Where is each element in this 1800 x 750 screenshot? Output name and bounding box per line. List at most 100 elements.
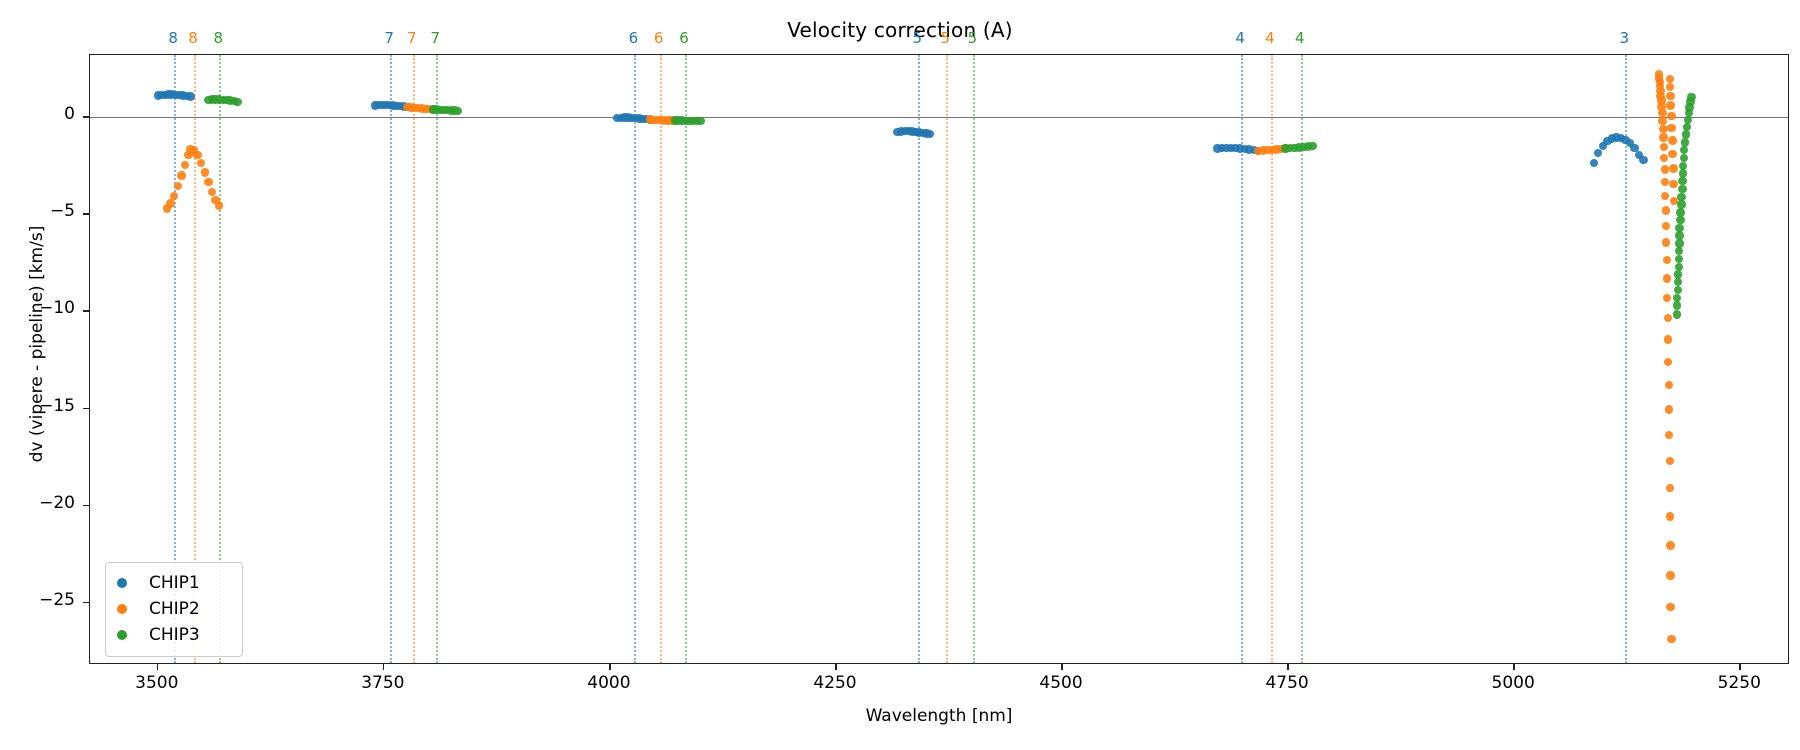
data-point	[1598, 141, 1607, 151]
data-point	[1661, 221, 1671, 231]
data-point	[1681, 130, 1691, 139]
legend-item-chip3[interactable]: CHIP3	[117, 622, 233, 648]
data-point	[1660, 153, 1669, 163]
data-point	[162, 204, 172, 213]
data-point	[1683, 115, 1692, 125]
x-tick-mark	[835, 664, 837, 670]
data-point	[1661, 191, 1670, 201]
order-marker-line	[659, 55, 662, 663]
legend-item-label: CHIP3	[149, 624, 200, 645]
data-point	[1668, 149, 1677, 159]
data-point	[1673, 285, 1683, 295]
data-point	[1661, 206, 1671, 215]
order-marker-label: 4	[1235, 29, 1245, 47]
order-marker-line	[946, 55, 949, 663]
data-point	[1673, 270, 1683, 279]
data-point	[233, 97, 242, 106]
data-point	[1682, 122, 1692, 132]
data-point	[1276, 144, 1286, 154]
data-point	[1240, 144, 1249, 154]
order-marker-line	[390, 55, 393, 663]
data-point	[1680, 138, 1690, 147]
order-marker-label: 7	[430, 29, 441, 47]
data-point	[1290, 143, 1299, 153]
data-point	[1662, 274, 1672, 283]
order-marker-label: 4	[1265, 29, 1275, 47]
data-point	[1676, 215, 1685, 225]
legend-item-chip2[interactable]: CHIP2	[117, 596, 233, 622]
order-marker-line	[219, 55, 222, 663]
data-point	[1258, 146, 1267, 155]
data-point	[1659, 133, 1668, 142]
data-point	[1665, 82, 1674, 92]
data-point	[1687, 92, 1696, 101]
data-point	[696, 117, 705, 126]
x-tick-label: 5250	[1717, 673, 1761, 693]
data-point	[1656, 86, 1665, 96]
plot-axes	[89, 54, 1789, 664]
data-point	[1665, 484, 1674, 493]
data-point	[207, 187, 217, 197]
data-point	[1666, 91, 1675, 100]
data-point	[166, 199, 175, 208]
data-point	[1663, 357, 1673, 367]
order-marker-line	[634, 55, 637, 663]
data-point	[1272, 145, 1281, 154]
order-marker-line	[412, 55, 415, 663]
data-point	[1674, 262, 1683, 271]
data-point	[1657, 102, 1666, 111]
x-tick-mark	[1513, 664, 1515, 670]
y-tick-mark	[83, 601, 89, 604]
y-tick-label: −25	[39, 589, 75, 610]
x-tick-mark	[1287, 664, 1289, 670]
data-point	[1686, 97, 1695, 106]
data-point	[1245, 145, 1254, 154]
x-tick-label: 3750	[361, 673, 405, 693]
order-marker-line	[973, 55, 976, 663]
data-point	[1603, 137, 1612, 146]
data-point	[1263, 145, 1272, 155]
data-point	[215, 201, 224, 210]
data-point	[925, 129, 935, 139]
data-point	[1226, 143, 1236, 153]
data-point	[1675, 223, 1684, 233]
data-point	[453, 106, 463, 115]
order-marker-label: 6	[679, 29, 689, 47]
data-point	[1674, 254, 1683, 264]
data-point	[1657, 96, 1666, 105]
legend-item-label: CHIP2	[149, 598, 200, 619]
data-point	[1667, 123, 1676, 133]
y-tick-label: 0	[64, 104, 75, 125]
y-axis-label: dv (vipere - pipeline) [km/s]	[27, 225, 47, 463]
data-point	[1673, 278, 1683, 287]
data-point	[193, 150, 202, 160]
y-tick-label: −5	[49, 201, 75, 222]
data-point	[1663, 335, 1673, 344]
data-point	[177, 171, 186, 180]
data-point	[211, 195, 220, 204]
order-marker-label: 3	[1619, 29, 1630, 47]
y-tick-mark	[83, 310, 89, 313]
order-marker-label: 5	[967, 29, 978, 47]
data-point	[1308, 142, 1317, 151]
data-point	[1294, 143, 1304, 152]
chart-legend: CHIP1 CHIP2 CHIP3	[105, 562, 243, 657]
data-point	[1665, 456, 1674, 466]
plot-area	[90, 55, 1788, 663]
data-point	[1303, 142, 1313, 151]
data-point	[1672, 310, 1682, 319]
legend-item-chip1[interactable]: CHIP1	[117, 570, 233, 596]
data-point	[1660, 143, 1669, 152]
data-point	[1249, 145, 1258, 155]
order-marker-line	[685, 55, 687, 663]
data-point	[1630, 144, 1639, 153]
data-point	[1685, 103, 1694, 112]
order-marker-label: 7	[407, 29, 417, 47]
data-point	[1665, 512, 1674, 521]
data-point	[1665, 75, 1674, 84]
x-tick-label: 4000	[587, 673, 631, 693]
order-marker-line	[1241, 55, 1244, 663]
data-point	[1679, 169, 1688, 178]
data-point	[1661, 165, 1670, 174]
data-point	[197, 158, 206, 167]
